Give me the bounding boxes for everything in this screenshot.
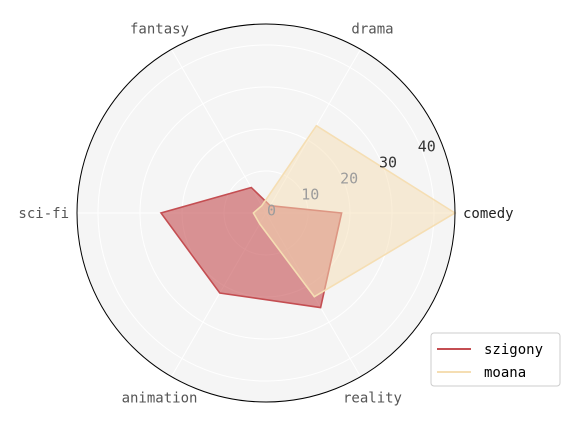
category-label-drama: drama: [351, 22, 393, 38]
radial-tick-label: 40: [418, 137, 436, 155]
radial-tick-label: 20: [340, 170, 358, 188]
angular-gridline: [171, 49, 267, 214]
radial-tick-label: 0: [267, 202, 276, 220]
series-area-moana: [253, 125, 455, 297]
category-labels: comedy drama fantasy sci-fi animation reality: [18, 22, 513, 407]
category-label-sci-fi: sci-fi: [18, 206, 69, 222]
category-label-comedy: comedy: [463, 206, 514, 222]
polar-outline: [76, 23, 456, 403]
radial-tick-labels: 0 10 20 30 40: [267, 137, 436, 219]
series-layer: [159, 124, 457, 309]
category-label-animation: animation: [122, 391, 198, 407]
radial-tick-label: 30: [379, 154, 397, 172]
category-label-reality: reality: [343, 391, 402, 407]
legend-label-moana: moana: [484, 365, 526, 381]
category-label-fantasy: fantasy: [130, 22, 189, 38]
legend-label-szigony: szigony: [484, 342, 543, 358]
legend: szigony moana: [430, 332, 561, 387]
radial-tick-label: 10: [301, 186, 319, 204]
